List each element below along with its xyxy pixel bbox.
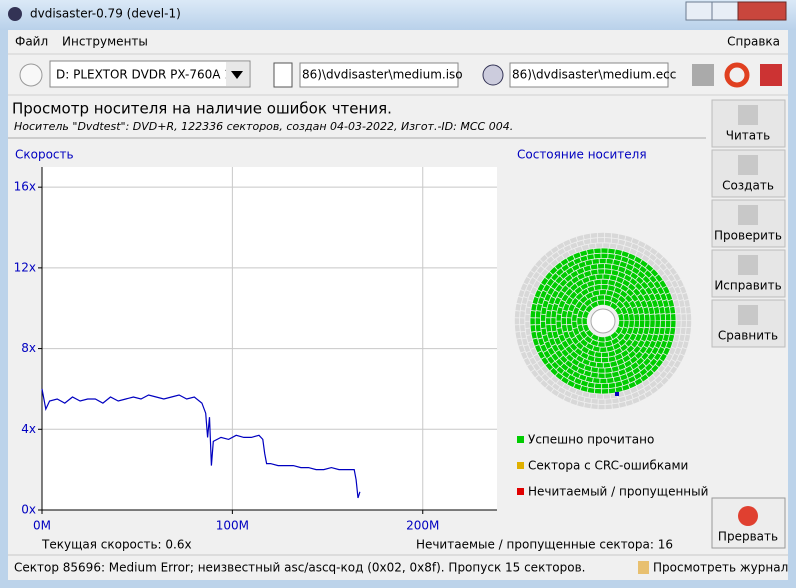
y-tick-label: 4x: [21, 422, 36, 436]
disc-ring: [535, 253, 671, 389]
disc-ring: [514, 232, 692, 410]
sidebar-button-label: Сравнить: [718, 329, 778, 343]
disc-ring: [530, 248, 676, 394]
page-title: Просмотр носителя на наличие ошибок чтен…: [12, 100, 392, 118]
legend-label: Нечитаемый / пропущенный: [528, 485, 708, 499]
disc-ring: [566, 284, 640, 358]
maximize-button[interactable]: [711, 1, 739, 21]
disc-ring: [561, 279, 645, 363]
sidebar-button-label: Проверить: [714, 229, 782, 243]
disc-ring: [572, 290, 635, 353]
disc-ring: [551, 269, 655, 373]
quit-button[interactable]: [760, 64, 782, 86]
y-tick-label: 8x: [21, 341, 36, 355]
menu-item[interactable]: Инструменты: [62, 35, 148, 49]
y-tick-label: 0x: [21, 503, 36, 517]
log-button[interactable]: Просмотреть журнал: [653, 561, 788, 575]
chart-title: Скорость: [15, 148, 74, 162]
close-button[interactable]: [737, 1, 787, 21]
stop-label: Прервать: [718, 530, 778, 544]
button-icon: [738, 155, 758, 175]
legend-label: Успешно прочитано: [528, 433, 654, 447]
window-title: dvdisaster-0.79 (devel-1): [30, 7, 181, 21]
button-icon: [738, 255, 758, 275]
menu-item[interactable]: Справка: [727, 35, 780, 49]
image-file-field[interactable]: [299, 62, 459, 88]
disc-ring: [525, 243, 681, 399]
sidebar-button-label: Исправить: [714, 279, 781, 293]
disc-ring: [577, 295, 629, 347]
drive-text: D: PLEXTOR DVDR PX-760A 1.: [56, 68, 236, 82]
ecc-file-field[interactable]: [509, 62, 669, 88]
button-icon: [738, 205, 758, 225]
disc-ring: [582, 300, 624, 342]
legend-swatch: [517, 436, 524, 443]
y-tick-label: 12x: [14, 260, 36, 274]
disc-ring: [556, 274, 650, 368]
plot-area: [42, 167, 497, 510]
ecc-file-icon[interactable]: [482, 64, 504, 86]
button-icon: [738, 305, 758, 325]
app-icon: [8, 7, 22, 21]
title-bar: [0, 0, 796, 30]
speed-status: Текущая скорость: 0.6x: [41, 538, 192, 552]
help-button[interactable]: [724, 62, 750, 88]
menu-item[interactable]: Файл: [15, 35, 48, 49]
arrow-icon: [231, 71, 243, 79]
status-message: Сектор 85696: Medium Error; неизвестный …: [14, 561, 586, 575]
x-tick-label: 200M: [406, 519, 439, 533]
drive-icon: [19, 63, 43, 87]
image-file-text: 86)\dvdisaster\medium.iso: [302, 68, 463, 82]
sidebar-button-label: Читать: [726, 129, 770, 143]
image-file-icon[interactable]: [273, 62, 293, 88]
preferences-button[interactable]: [692, 64, 714, 86]
ecc-file-text: 86)\dvdisaster\medium.ecc: [512, 68, 676, 82]
drive-combobox[interactable]: [49, 60, 251, 88]
legend-label: Сектора с CRC-ошибками: [528, 459, 688, 473]
disc-position-marker: [615, 392, 619, 396]
disc-ring: [520, 237, 687, 405]
page-subtitle: Носитель "Dvdtest": DVD+R, 122336 сектор…: [14, 120, 513, 133]
speed-line: [41, 388, 361, 499]
legend-swatch: [517, 488, 524, 495]
button-icon: [738, 105, 758, 125]
disc-hole: [590, 308, 616, 334]
x-tick-label: 0M: [33, 519, 51, 533]
disc-title: Состояние носителя: [517, 148, 647, 162]
sidebar-button-label: Создать: [722, 179, 774, 193]
legend-swatch: [517, 462, 524, 469]
stop-icon: [738, 506, 758, 526]
disc-ring: [546, 264, 661, 379]
y-tick-label: 16x: [14, 180, 36, 194]
disc-map: [514, 232, 692, 410]
x-tick-label: 100M: [216, 519, 249, 533]
log-icon: [638, 561, 649, 574]
disc-ring: [540, 258, 666, 384]
minimize-button[interactable]: [685, 1, 713, 21]
unreadable-status: Нечитаемые / пропущенные сектора: 16: [416, 538, 673, 552]
